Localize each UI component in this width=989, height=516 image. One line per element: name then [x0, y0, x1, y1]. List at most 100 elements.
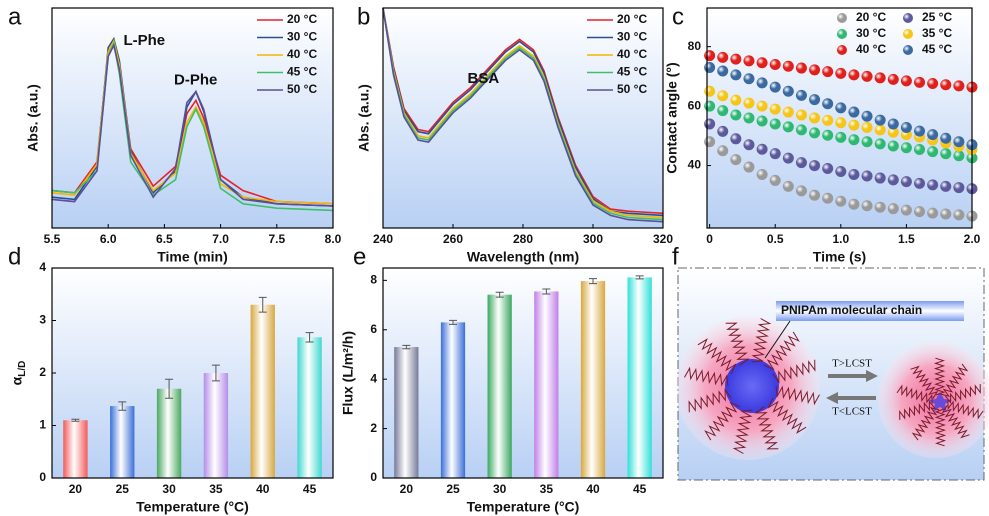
annotation: BSA: [468, 70, 500, 87]
point: [743, 97, 755, 109]
point: [900, 142, 912, 154]
point: [953, 182, 965, 194]
legend-label: 20 °C: [856, 10, 886, 24]
x-tick-label: 40: [586, 482, 600, 496]
point: [848, 69, 860, 81]
legend-label: 50 °C: [287, 82, 317, 96]
diagram-label: PNIPAm molecular chain: [781, 303, 922, 317]
y-tick-label: 4: [370, 371, 377, 385]
x-tick-label: 2.0: [964, 232, 981, 246]
x-tick-label: 35: [209, 482, 223, 496]
polymer-chain: [775, 385, 820, 406]
x-axis-title: Temperature (°C): [467, 499, 580, 515]
y-axis-title: Abs. (a.u.): [356, 84, 372, 152]
error-bar: [258, 296, 267, 313]
x-tick-label: 25: [116, 482, 130, 496]
polymer-chain: [910, 365, 939, 399]
panel-e: e Temperature (°C) Flux (L/m²/h) 0 2 4 6 8 20 25 3…: [340, 243, 664, 515]
legend-swatch: [837, 13, 847, 23]
plot-background: [383, 268, 663, 478]
point: [795, 62, 807, 74]
point: [861, 136, 873, 148]
bar: [250, 304, 275, 478]
point: [835, 67, 847, 79]
error-bar: [118, 401, 127, 411]
legend-label: 30 °C: [287, 30, 317, 44]
point: [756, 168, 768, 180]
point: [953, 150, 965, 162]
x-tick-label: 20: [69, 482, 83, 496]
legend-swatch: [837, 29, 847, 39]
polymer-chain: [697, 338, 737, 375]
point: [730, 53, 742, 65]
point: [717, 125, 729, 137]
x-tick-label: 6.5: [156, 232, 173, 246]
legend-label: 20 °C: [287, 12, 317, 26]
x-tick-label: 0: [706, 232, 713, 246]
y-tick-label: 0: [370, 470, 377, 484]
x-tick-label: 45: [633, 482, 647, 496]
bar: [297, 337, 322, 478]
point: [743, 55, 755, 67]
panel-c: c Time (s) Contact angle (°) 40 60 80 0 0.5 1.0 1…: [664, 3, 981, 264]
point: [782, 106, 794, 118]
point: [743, 161, 755, 173]
series-line: [382, 7, 664, 219]
point: [822, 114, 834, 126]
y-tick-label: 0: [39, 470, 46, 484]
x-tick-label: 320: [653, 232, 673, 246]
legend-label: 45 °C: [617, 65, 647, 79]
polymer-chain: [688, 388, 732, 413]
point: [769, 174, 781, 186]
point: [769, 148, 781, 160]
point: [835, 131, 847, 143]
point: [756, 100, 768, 112]
point: [717, 145, 729, 157]
bar: [627, 277, 652, 478]
point: [953, 80, 965, 92]
panel-letter: a: [8, 3, 22, 30]
point: [769, 58, 781, 70]
plot-frame: [382, 267, 664, 479]
x-tick-label: 300: [583, 232, 603, 246]
point: [782, 180, 794, 192]
point: [835, 102, 847, 114]
annotation: L-Phe: [123, 32, 165, 49]
x-tick-label: 1.0: [832, 232, 849, 246]
point: [861, 70, 873, 82]
y-tick-label: 80: [688, 39, 702, 53]
error-bar: [305, 332, 314, 343]
legend-label: 45 °C: [922, 42, 952, 56]
point: [940, 148, 952, 160]
point: [861, 200, 873, 212]
point: [914, 206, 926, 218]
forward-label: T>LCST: [832, 358, 872, 370]
point: [822, 98, 834, 110]
error-bar: [495, 291, 504, 298]
point: [704, 136, 716, 148]
error-bar: [542, 288, 551, 295]
panel-letter: b: [357, 3, 370, 30]
point: [704, 61, 716, 73]
point: [782, 85, 794, 97]
panel-letter: e: [353, 243, 366, 270]
error-bar: [71, 418, 80, 422]
polymer-chain: [751, 318, 772, 363]
bar: [487, 294, 512, 478]
x-tick-label: 45: [303, 482, 317, 496]
error-bar: [449, 319, 457, 325]
point: [953, 209, 965, 221]
polymer-chain: [767, 397, 807, 434]
point: [704, 50, 716, 62]
plot-frame: [382, 7, 664, 229]
bar: [203, 373, 229, 478]
series-line: [382, 7, 664, 215]
y-tick-label: 1: [39, 418, 46, 432]
annotation: D-Phe: [174, 72, 217, 89]
legend-label: 40 °C: [856, 42, 886, 56]
point: [782, 60, 794, 72]
point: [809, 160, 821, 172]
point: [887, 126, 899, 138]
polymer-chain: [934, 408, 947, 447]
point: [743, 139, 755, 151]
